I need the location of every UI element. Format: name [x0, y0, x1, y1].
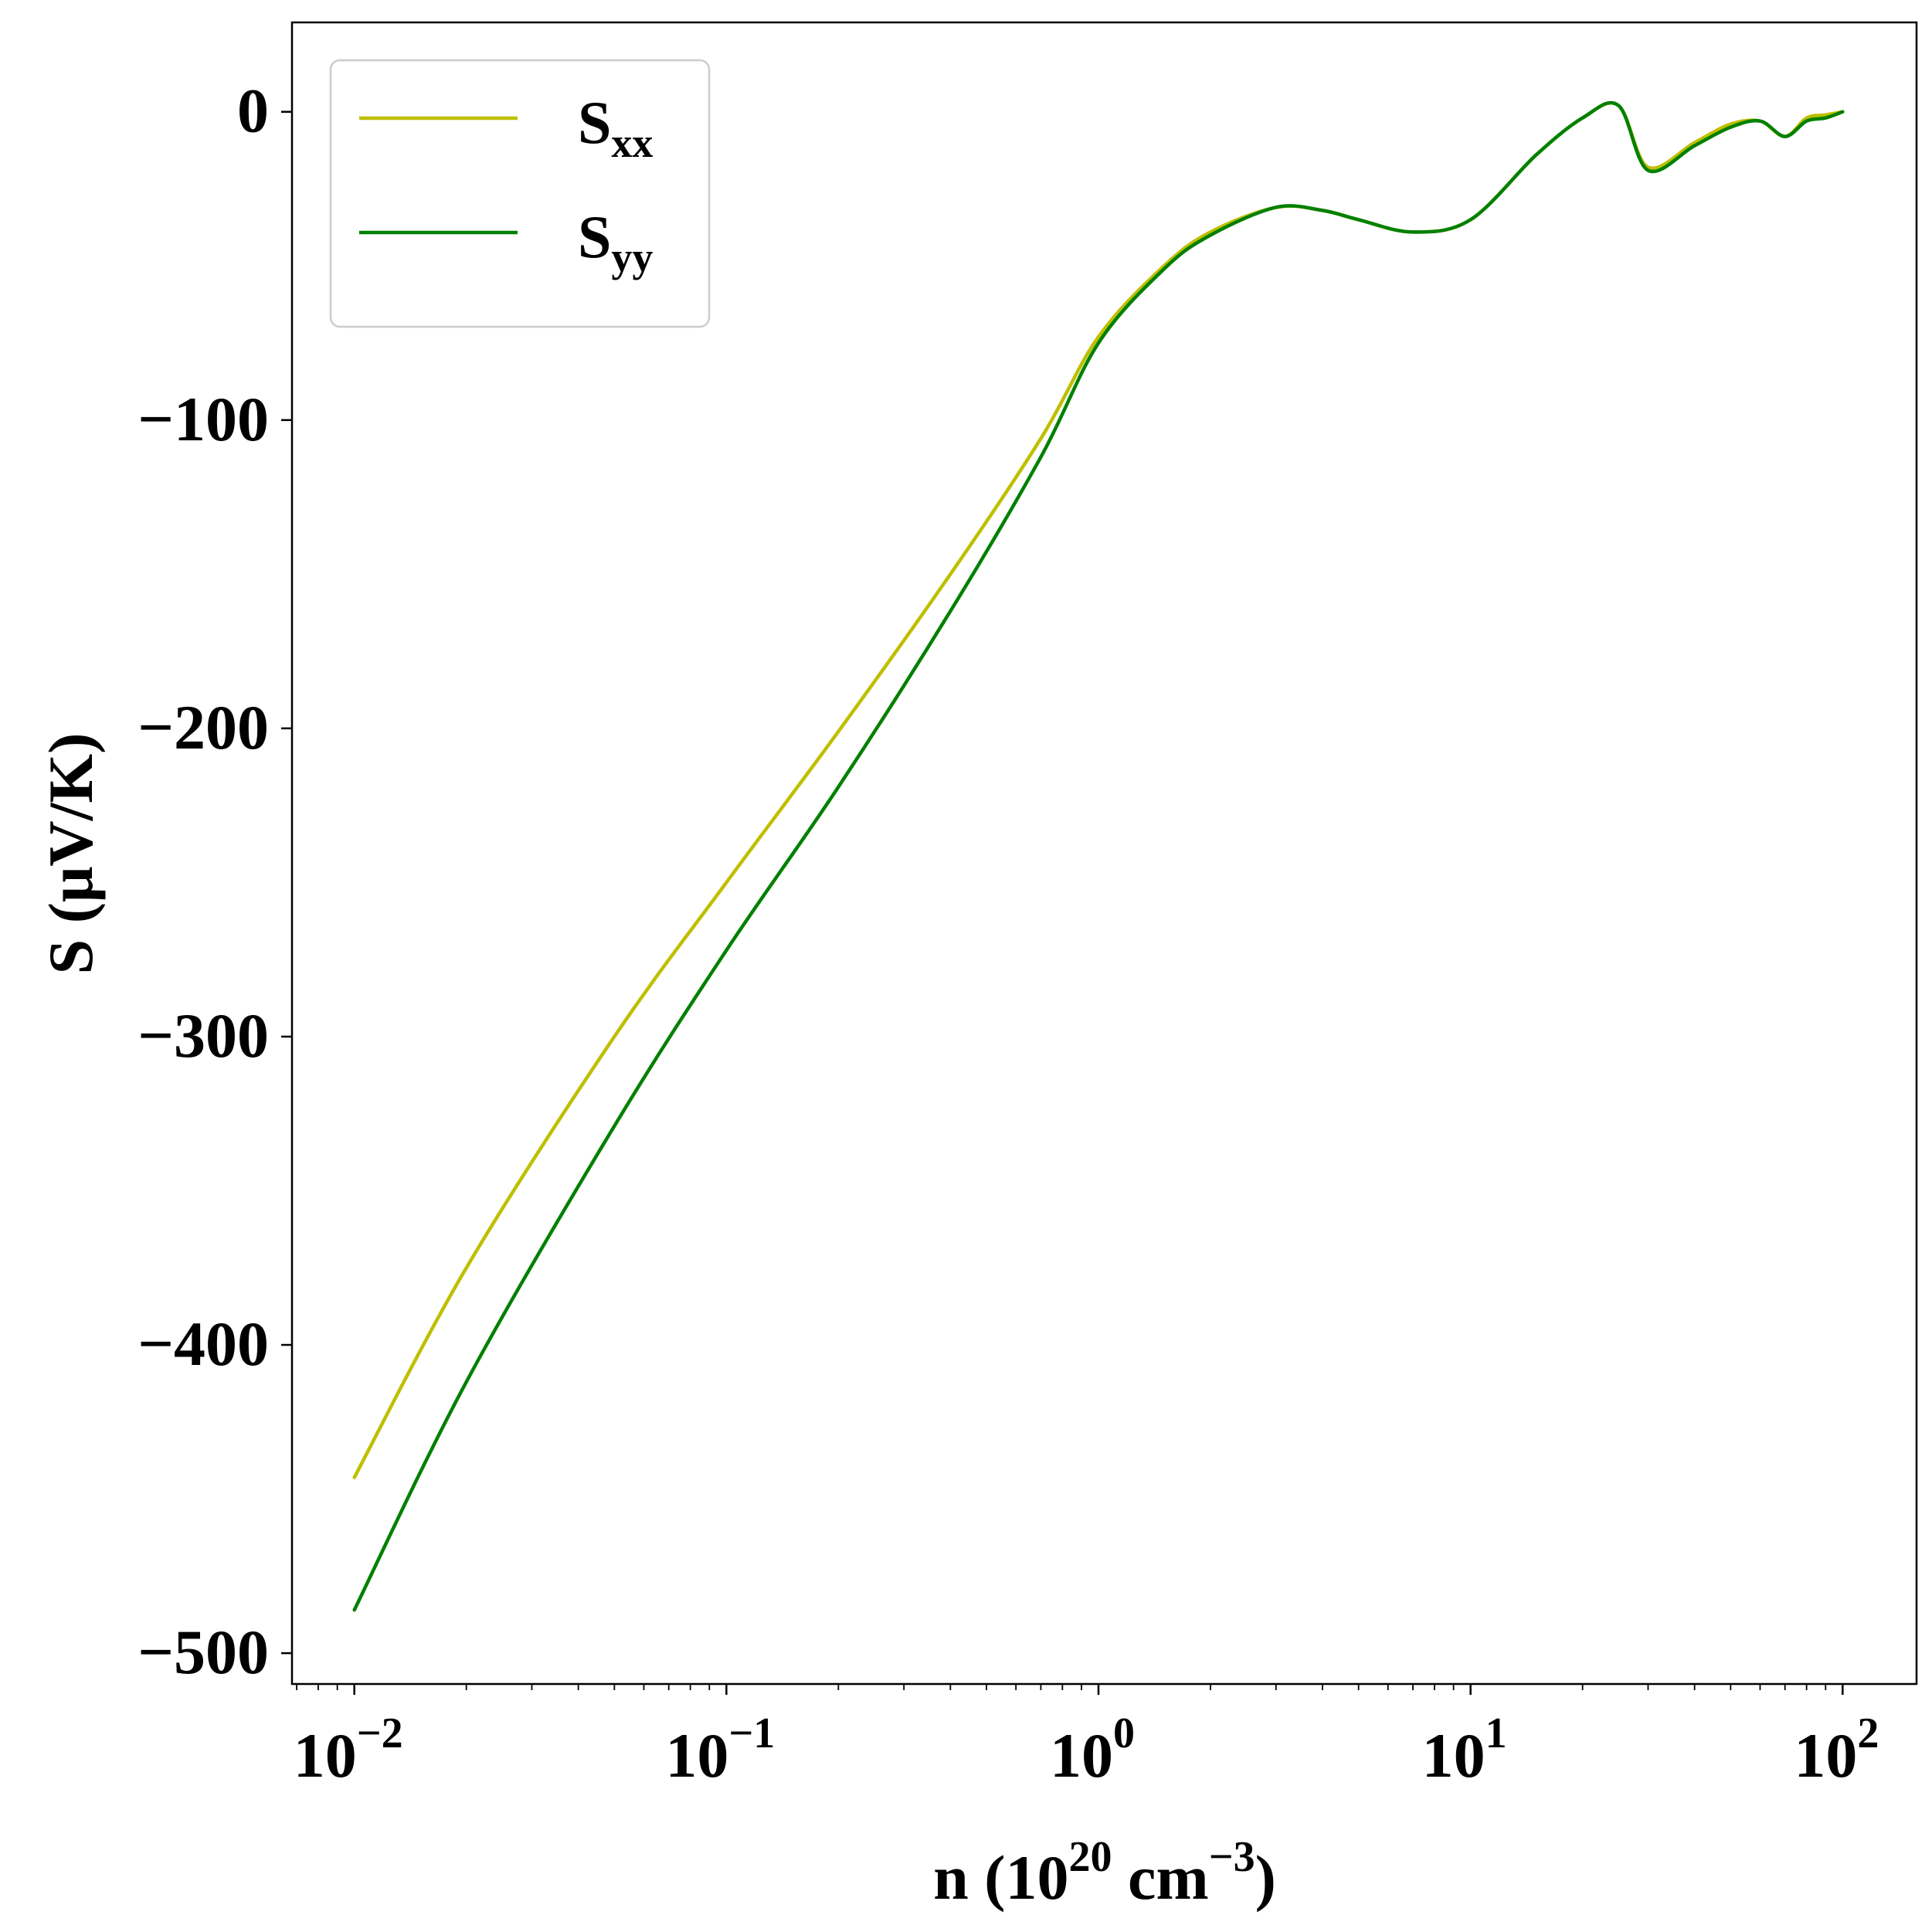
legend-label-syy-sub: yy [611, 234, 653, 280]
legend-label-sxx-name: S [578, 89, 611, 156]
x-axis-label-sup1: 20 [1068, 1833, 1112, 1881]
y-tick-label: −500 [138, 1617, 269, 1687]
y-tick-label: −200 [138, 692, 269, 762]
tick-labels: 0 −100 −200 −300 −400 −500 10−2 10−1 100 101 102 [138, 76, 1879, 1791]
y-tick-label: 0 [237, 76, 269, 146]
x-axis-label-sup2: −3 [1209, 1833, 1255, 1881]
x-tick-label: 10−1 [665, 1709, 775, 1791]
legend-label-sxx-sub: xx [611, 120, 653, 166]
series-line-yy [352, 100, 1845, 1612]
x-axis-label-mid: cm [1112, 1842, 1208, 1913]
x-axis-label: n (1020 cm−3) [933, 1833, 1276, 1913]
y-tick-label: −300 [138, 1000, 269, 1071]
x-tick-label: 10−2 [294, 1709, 403, 1791]
x-tick-label: 101 [1422, 1709, 1507, 1791]
x-axis-label-base: n (10 [933, 1842, 1068, 1913]
x-axis-label-end: ) [1255, 1842, 1276, 1913]
y-tick-label: −100 [138, 384, 269, 454]
x-tick-label: 102 [1794, 1709, 1879, 1791]
x-tick-label: 100 [1050, 1709, 1135, 1791]
y-axis-label: S (μV/K) [36, 733, 106, 975]
y-tick-label: −400 [138, 1309, 269, 1379]
legend: Sxx Syy [329, 59, 711, 328]
ticks-layer [281, 110, 1844, 1695]
legend-label-syy: Syy [578, 203, 653, 280]
legend-label-syy-name: S [578, 203, 611, 270]
legend-label-sxx: Sxx [578, 89, 653, 166]
series-layer [352, 100, 1845, 1612]
legend-box [329, 59, 711, 328]
plot-area-frame [290, 21, 1918, 1686]
